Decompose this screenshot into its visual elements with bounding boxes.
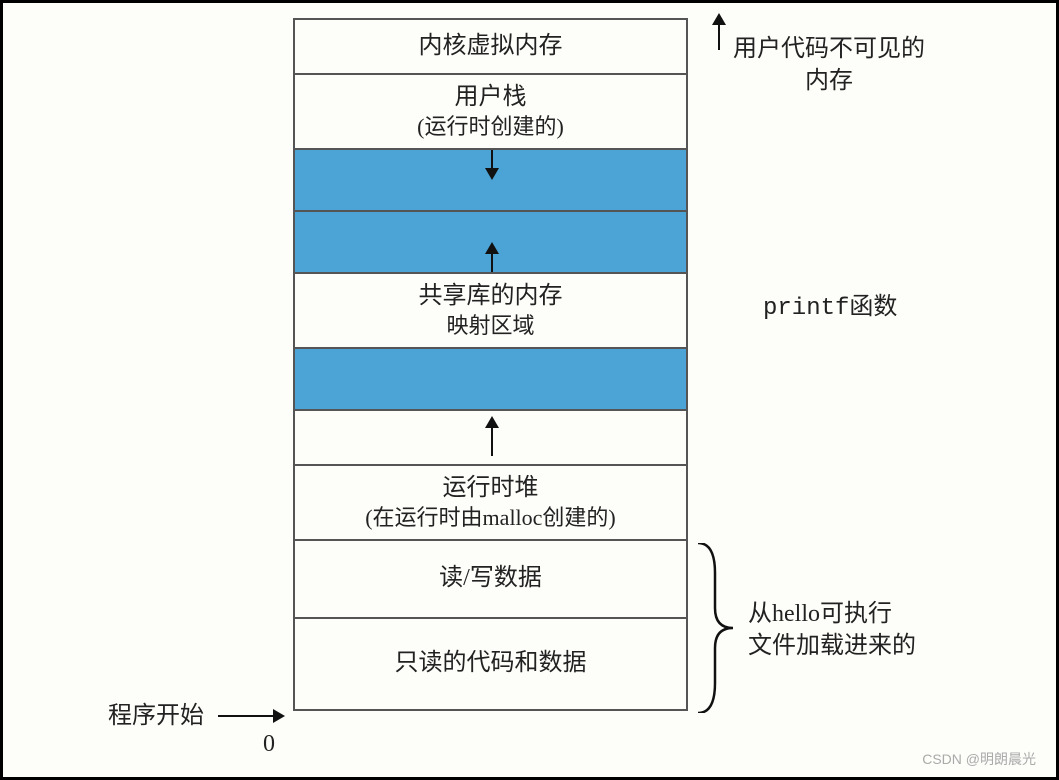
- cell-userstack-line2: (运行时创建的): [417, 113, 564, 142]
- cell-shared-line2: 映射区域: [446, 312, 534, 341]
- annotation-brace-line1: 从hello可执行: [748, 598, 916, 630]
- annotation-printf: printf函数: [763, 293, 897, 325]
- cell-heap-arrow: [295, 411, 686, 466]
- annotation-brace-line2: 文件加载进来的: [748, 630, 916, 662]
- memory-stack: 内核虚拟内存 用户栈 (运行时创建的) 共享库的内存 映射区域 运行时堆 (在运…: [293, 18, 688, 711]
- cell-gap2: [295, 212, 686, 274]
- cell-rodata: 只读的代码和数据: [295, 619, 686, 709]
- cell-heap-line2: (在运行时由malloc创建的): [365, 504, 616, 533]
- cell-shared: 共享库的内存 映射区域: [295, 274, 686, 349]
- annotation-top-right: 用户代码不可见的 内存: [733, 33, 925, 98]
- cell-userstack-line1: 用户栈: [455, 82, 527, 113]
- cell-gap3: [295, 349, 686, 411]
- cell-heap: 运行时堆 (在运行时由malloc创建的): [295, 466, 686, 541]
- cell-rwdata: 读/写数据: [295, 541, 686, 619]
- cell-heap-line1: 运行时堆: [443, 473, 539, 504]
- annotation-top-right-line2: 内存: [733, 65, 925, 97]
- annotation-brace: 从hello可执行 文件加载进来的: [748, 598, 916, 663]
- annotation-zero: 0: [263, 728, 275, 760]
- arrow-down-icon: [491, 150, 493, 178]
- cell-kernel: 内核虚拟内存: [295, 20, 686, 75]
- cell-userstack: 用户栈 (运行时创建的): [295, 75, 686, 150]
- cell-gap1: [295, 150, 686, 212]
- arrow-up-icon: [718, 15, 720, 50]
- cell-rodata-label: 只读的代码和数据: [395, 648, 587, 679]
- arrow-up-icon: [491, 244, 493, 272]
- arrow-right-icon: [218, 715, 283, 717]
- cell-shared-line1: 共享库的内存: [419, 281, 563, 312]
- annotation-top-right-line1: 用户代码不可见的: [733, 33, 925, 65]
- cell-kernel-label: 内核虚拟内存: [419, 31, 563, 62]
- annotation-program-start: 程序开始: [108, 700, 204, 732]
- diagram-frame: 内核虚拟内存 用户栈 (运行时创建的) 共享库的内存 映射区域 运行时堆 (在运…: [0, 0, 1059, 780]
- watermark: CSDN @明朗晨光: [922, 749, 1036, 769]
- arrow-up-icon: [491, 418, 493, 456]
- cell-rwdata-label: 读/写数据: [439, 563, 542, 594]
- brace-icon: [693, 543, 743, 713]
